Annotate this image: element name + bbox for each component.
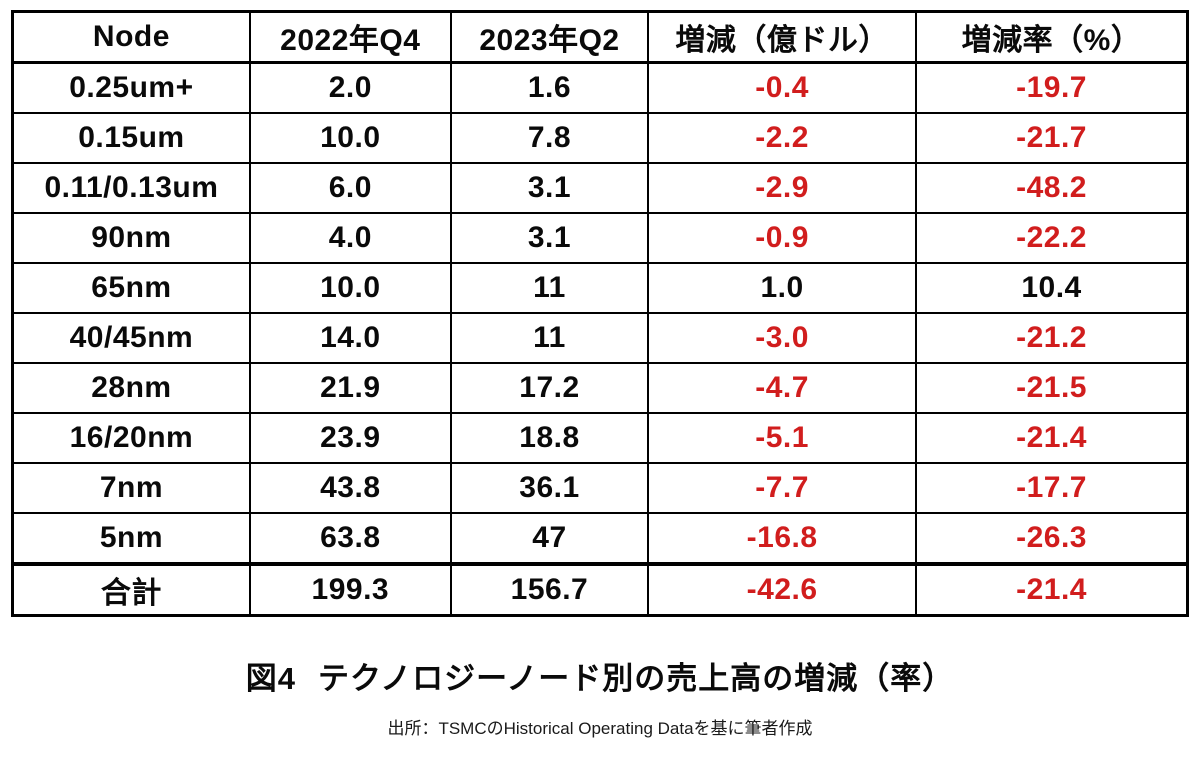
value-cell: -4.7: [647, 362, 918, 414]
value-cell: -16.8: [647, 512, 918, 565]
value-cell: 43.8: [248, 462, 452, 514]
value-cell: -3.0: [647, 312, 918, 364]
table-row-total: 合計 199.3 156.7 -42.6 -21.4: [11, 562, 1189, 617]
value-cell: 2.0: [248, 61, 452, 114]
table-row: 40/45nm 14.0 11 -3.0 -21.2: [11, 312, 1189, 364]
table-row: 0.11/0.13um 6.0 3.1 -2.9 -48.2: [11, 162, 1189, 214]
table-row: 0.25um+ 2.0 1.6 -0.4 -19.7: [11, 61, 1189, 114]
value-cell: 10.4: [915, 262, 1189, 314]
value-cell: 14.0: [248, 312, 452, 364]
table-row: 7nm 43.8 36.1 -7.7 -17.7: [11, 462, 1189, 514]
node-cell: 0.15um: [11, 112, 251, 164]
revenue-by-node-table-wrap: Node 2022年Q4 2023年Q2 増減（億ドル） 増減率（%） 0.25…: [11, 10, 1189, 617]
value-cell: -22.2: [915, 212, 1189, 264]
table-row: 5nm 63.8 47 -16.8 -26.3: [11, 512, 1189, 565]
value-cell: -7.7: [647, 462, 918, 514]
value-cell: -21.4: [915, 412, 1189, 464]
value-cell: -2.2: [647, 112, 918, 164]
value-cell: -21.2: [915, 312, 1189, 364]
value-cell: -21.5: [915, 362, 1189, 414]
value-cell: 4.0: [248, 212, 452, 264]
node-cell: 90nm: [11, 212, 251, 264]
node-cell: 5nm: [11, 512, 251, 565]
value-cell: 63.8: [248, 512, 452, 565]
value-cell: -2.9: [647, 162, 918, 214]
value-cell: -19.7: [915, 61, 1189, 114]
value-cell: 199.3: [248, 562, 452, 617]
value-cell: 3.1: [449, 162, 650, 214]
table-row: 28nm 21.9 17.2 -4.7 -21.5: [11, 362, 1189, 414]
revenue-by-node-table: Node 2022年Q4 2023年Q2 増減（億ドル） 増減率（%） 0.25…: [11, 10, 1189, 617]
node-cell: 0.11/0.13um: [11, 162, 251, 214]
value-cell: 23.9: [248, 412, 452, 464]
header-cell-change: 増減（億ドル）: [647, 10, 918, 64]
value-cell: 7.8: [449, 112, 650, 164]
value-cell: 11: [449, 312, 650, 364]
value-cell: -17.7: [915, 462, 1189, 514]
figure-container: Node 2022年Q4 2023年Q2 増減（億ドル） 増減率（%） 0.25…: [0, 10, 1200, 765]
value-cell: 156.7: [449, 562, 650, 617]
node-cell: 0.25um+: [11, 61, 251, 114]
header-cell-2023q2: 2023年Q2: [449, 10, 650, 64]
value-cell: -21.4: [915, 562, 1189, 617]
table-row: 16/20nm 23.9 18.8 -5.1 -21.4: [11, 412, 1189, 464]
value-cell: 10.0: [248, 262, 452, 314]
table-body: 0.25um+ 2.0 1.6 -0.4 -19.7 0.15um 10.0 7.8 -2.2-…: [11, 61, 1189, 617]
value-cell: -21.7: [915, 112, 1189, 164]
value-cell: 10.0: [248, 112, 452, 164]
table-row: 90nm 4.0 3.1 -0.9 -22.2: [11, 212, 1189, 264]
node-cell: 16/20nm: [11, 412, 251, 464]
table-row: 0.15um 10.0 7.8 -2.2 -21.7: [11, 112, 1189, 164]
value-cell: 11: [449, 262, 650, 314]
value-cell: 21.9: [248, 362, 452, 414]
value-cell: -0.9: [647, 212, 918, 264]
value-cell: 6.0: [248, 162, 452, 214]
value-cell: 36.1: [449, 462, 650, 514]
value-cell: 17.2: [449, 362, 650, 414]
value-cell: 3.1: [449, 212, 650, 264]
value-cell: -42.6: [647, 562, 918, 617]
value-cell: -0.4: [647, 61, 918, 114]
node-cell: 28nm: [11, 362, 251, 414]
node-cell: 合計: [11, 562, 251, 617]
node-cell: 40/45nm: [11, 312, 251, 364]
value-cell: -26.3: [915, 512, 1189, 565]
node-cell: 7nm: [11, 462, 251, 514]
table-row: 65nm 10.0 11 1.0 10.4: [11, 262, 1189, 314]
table-header-row: Node 2022年Q4 2023年Q2 増減（億ドル） 増減率（%）: [11, 10, 1189, 64]
figure-caption-text: テクノロジーノード別の売上高の増減（率）: [317, 661, 955, 696]
value-cell: 1.6: [449, 61, 650, 114]
value-cell: -48.2: [915, 162, 1189, 214]
figure-caption: 図4 テクノロジーノード別の売上高の増減（率）: [0, 653, 1200, 698]
header-cell-2022q4: 2022年Q4: [248, 10, 452, 64]
value-cell: 18.8: [449, 412, 650, 464]
value-cell: -5.1: [647, 412, 918, 464]
value-cell: 1.0: [647, 262, 918, 314]
node-cell: 65nm: [11, 262, 251, 314]
header-cell-change-rate: 増減率（%）: [915, 10, 1189, 64]
value-cell: 47: [449, 512, 650, 565]
figure-caption-label: 図4: [245, 661, 296, 696]
header-cell-node: Node: [11, 10, 251, 64]
figure-source: 出所：TSMCのHistorical Operating Dataを基に筆者作成: [387, 719, 813, 738]
